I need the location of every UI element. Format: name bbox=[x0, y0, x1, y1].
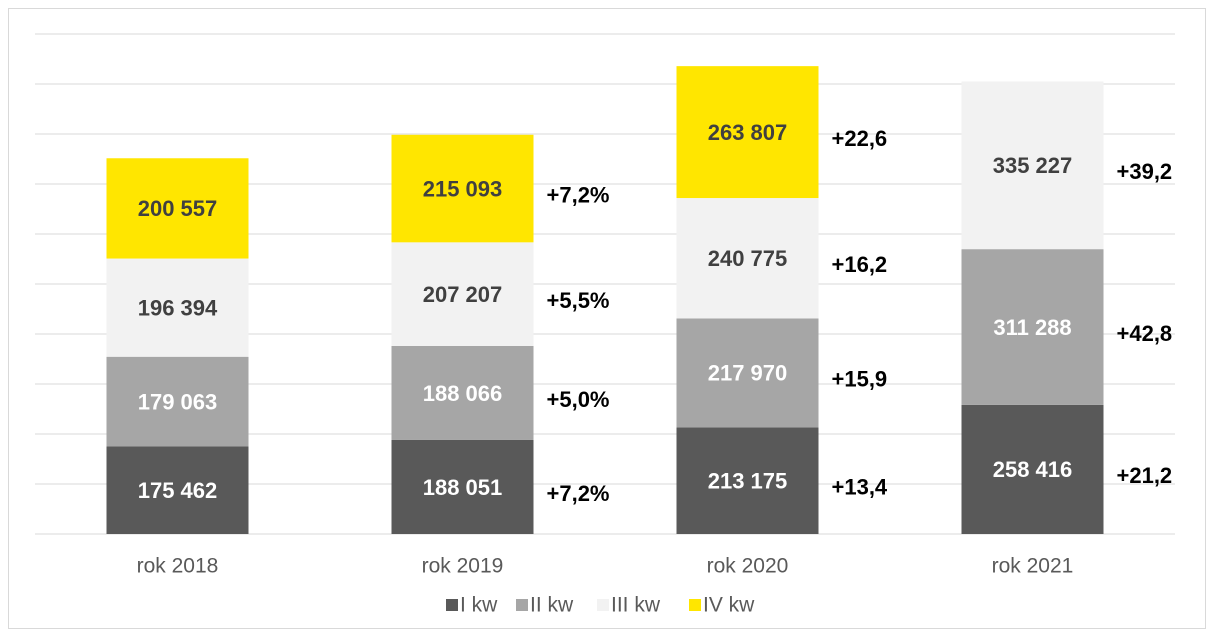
growth-label: +7,2% bbox=[547, 182, 610, 207]
legend-swatch bbox=[689, 599, 701, 611]
bar-segment bbox=[106, 158, 249, 259]
bar-segment bbox=[391, 439, 534, 534]
legend-swatch bbox=[446, 599, 458, 611]
legend-label: I kw bbox=[460, 594, 498, 617]
growth-label: +7,2% bbox=[547, 481, 610, 506]
legend-label: II kw bbox=[530, 594, 574, 617]
x-tick-label: rok 2020 bbox=[707, 555, 789, 578]
value-label: 207 207 bbox=[423, 282, 503, 307]
bar-segment bbox=[961, 81, 1104, 250]
growth-label: +5,0% bbox=[547, 387, 610, 412]
value-label: 196 394 bbox=[138, 295, 218, 320]
value-label: 258 416 bbox=[993, 457, 1073, 482]
bar-segment bbox=[676, 427, 819, 534]
legend-label: IV kw bbox=[703, 594, 755, 617]
growth-label: +22,6 bbox=[832, 126, 888, 151]
x-tick-label: rok 2018 bbox=[137, 555, 219, 578]
value-label: 240 775 bbox=[708, 246, 788, 271]
bar-segment bbox=[676, 198, 819, 319]
growth-label: +5,5% bbox=[547, 288, 610, 313]
value-label: 213 175 bbox=[708, 469, 788, 494]
value-label: 311 288 bbox=[993, 315, 1071, 340]
x-tick-label: rok 2021 bbox=[992, 555, 1074, 578]
bar-segment bbox=[106, 258, 249, 357]
x-tick-label: rok 2019 bbox=[422, 555, 504, 578]
bar-segment bbox=[391, 134, 534, 243]
bar-segment bbox=[961, 249, 1104, 405]
legend-swatch bbox=[516, 599, 528, 611]
value-label: 217 970 bbox=[708, 361, 788, 386]
value-label: 263 807 bbox=[708, 120, 788, 145]
legend-swatch bbox=[597, 599, 609, 611]
bar-segment bbox=[676, 66, 819, 199]
growth-label: +16,2 bbox=[832, 252, 888, 277]
growth-label: +15,9 bbox=[832, 367, 888, 392]
value-label: 179 063 bbox=[138, 389, 218, 414]
growth-label: +21,2 bbox=[1117, 463, 1173, 488]
bar-segment bbox=[961, 404, 1104, 534]
bar-segment bbox=[676, 318, 819, 428]
value-label: 215 093 bbox=[423, 176, 503, 201]
bar-segment bbox=[106, 446, 249, 534]
bar-segment bbox=[106, 356, 249, 447]
value-label: 188 066 bbox=[423, 381, 503, 406]
growth-label: +42,8 bbox=[1117, 321, 1173, 346]
value-label: 200 557 bbox=[138, 196, 218, 221]
bar-segment bbox=[391, 345, 534, 440]
bar-segment bbox=[391, 242, 534, 346]
value-label: 175 462 bbox=[138, 478, 218, 503]
value-label: 335 227 bbox=[993, 153, 1073, 178]
growth-label: +39,2 bbox=[1117, 159, 1173, 184]
value-label: 188 051 bbox=[423, 475, 503, 500]
growth-label: +13,4 bbox=[832, 475, 888, 500]
legend-label: III kw bbox=[611, 594, 661, 617]
